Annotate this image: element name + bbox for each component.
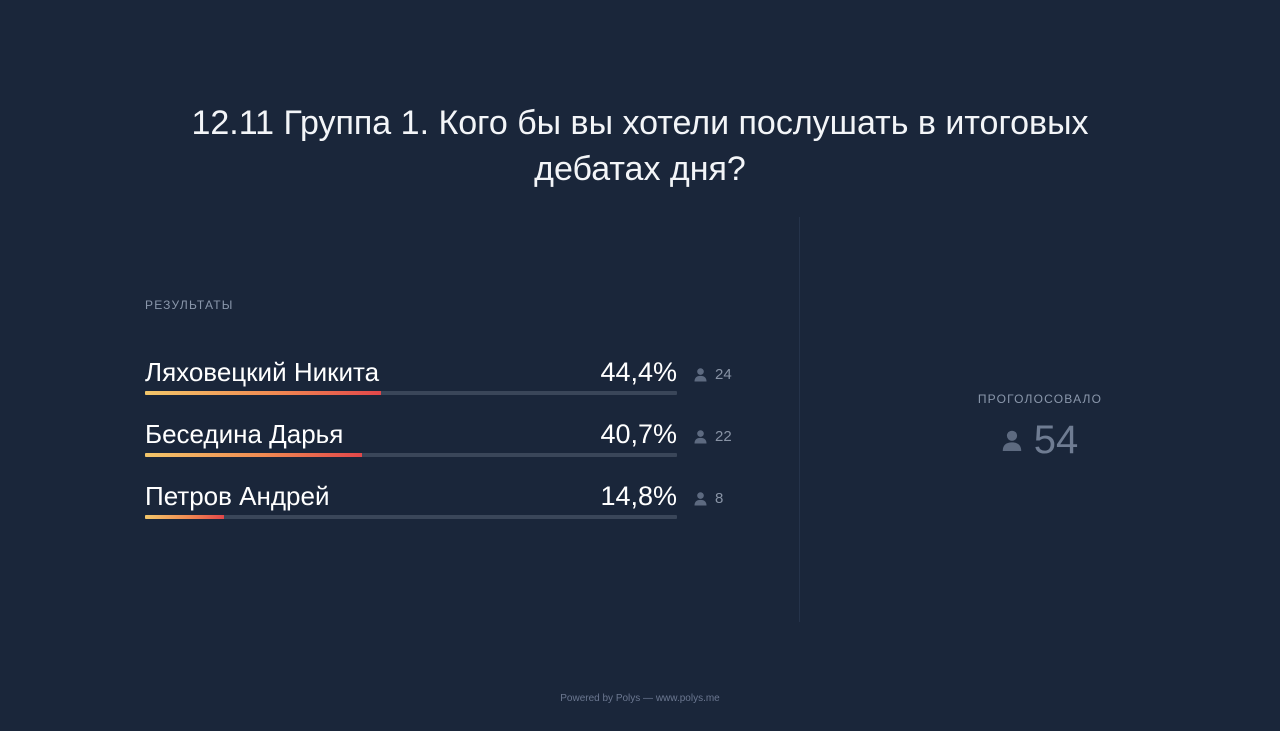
person-icon	[694, 491, 707, 505]
option-percent: 44,4%	[600, 357, 677, 387]
option-progress-track	[145, 453, 677, 457]
option-progress-fill	[145, 391, 382, 395]
option-vote-count: 22	[694, 428, 732, 445]
option-percent: 14,8%	[600, 481, 677, 511]
results-label: РЕЗУЛЬТАТЫ	[145, 298, 234, 312]
poll-option: Ляховецкий Никита 44,4% 24	[145, 354, 745, 416]
poll-option: Петров Андрей 14,8% 8	[145, 478, 745, 540]
poll-option: Беседина Дарья 40,7% 22	[145, 416, 745, 478]
footer-powered-by[interactable]: Powered by Polys — www.polys.me	[560, 693, 720, 704]
option-progress-track	[145, 515, 677, 519]
option-votes-value: 22	[715, 428, 732, 445]
option-votes-value: 24	[715, 366, 732, 383]
total-voted-panel: ПРОГОЛОСОВАЛО 54	[880, 392, 1200, 463]
voted-count-value: 54	[1033, 418, 1079, 462]
option-progress-track	[145, 391, 677, 395]
option-votes-value: 8	[715, 490, 724, 507]
person-icon	[694, 429, 707, 443]
poll-options: Ляховецкий Никита 44,4% 24 Беседина Дарь…	[145, 354, 745, 540]
poll-question: 12.11 Группа 1. Кого бы вы хотели послуш…	[191, 104, 1089, 188]
option-percent: 40,7%	[600, 419, 677, 449]
person-icon	[694, 367, 707, 381]
option-vote-count: 8	[694, 490, 723, 507]
option-name: Петров Андрей	[145, 481, 330, 511]
option-progress-fill	[145, 453, 362, 457]
option-name: Ляховецкий Никита	[145, 357, 380, 387]
voted-label: ПРОГОЛОСОВАЛО	[977, 392, 1103, 406]
voted-count: 54	[880, 418, 1200, 463]
option-vote-count: 24	[694, 366, 732, 383]
vertical-divider	[799, 217, 800, 622]
person-icon	[1002, 430, 1021, 451]
option-name: Беседина Дарья	[145, 419, 344, 449]
option-progress-fill	[145, 515, 224, 519]
